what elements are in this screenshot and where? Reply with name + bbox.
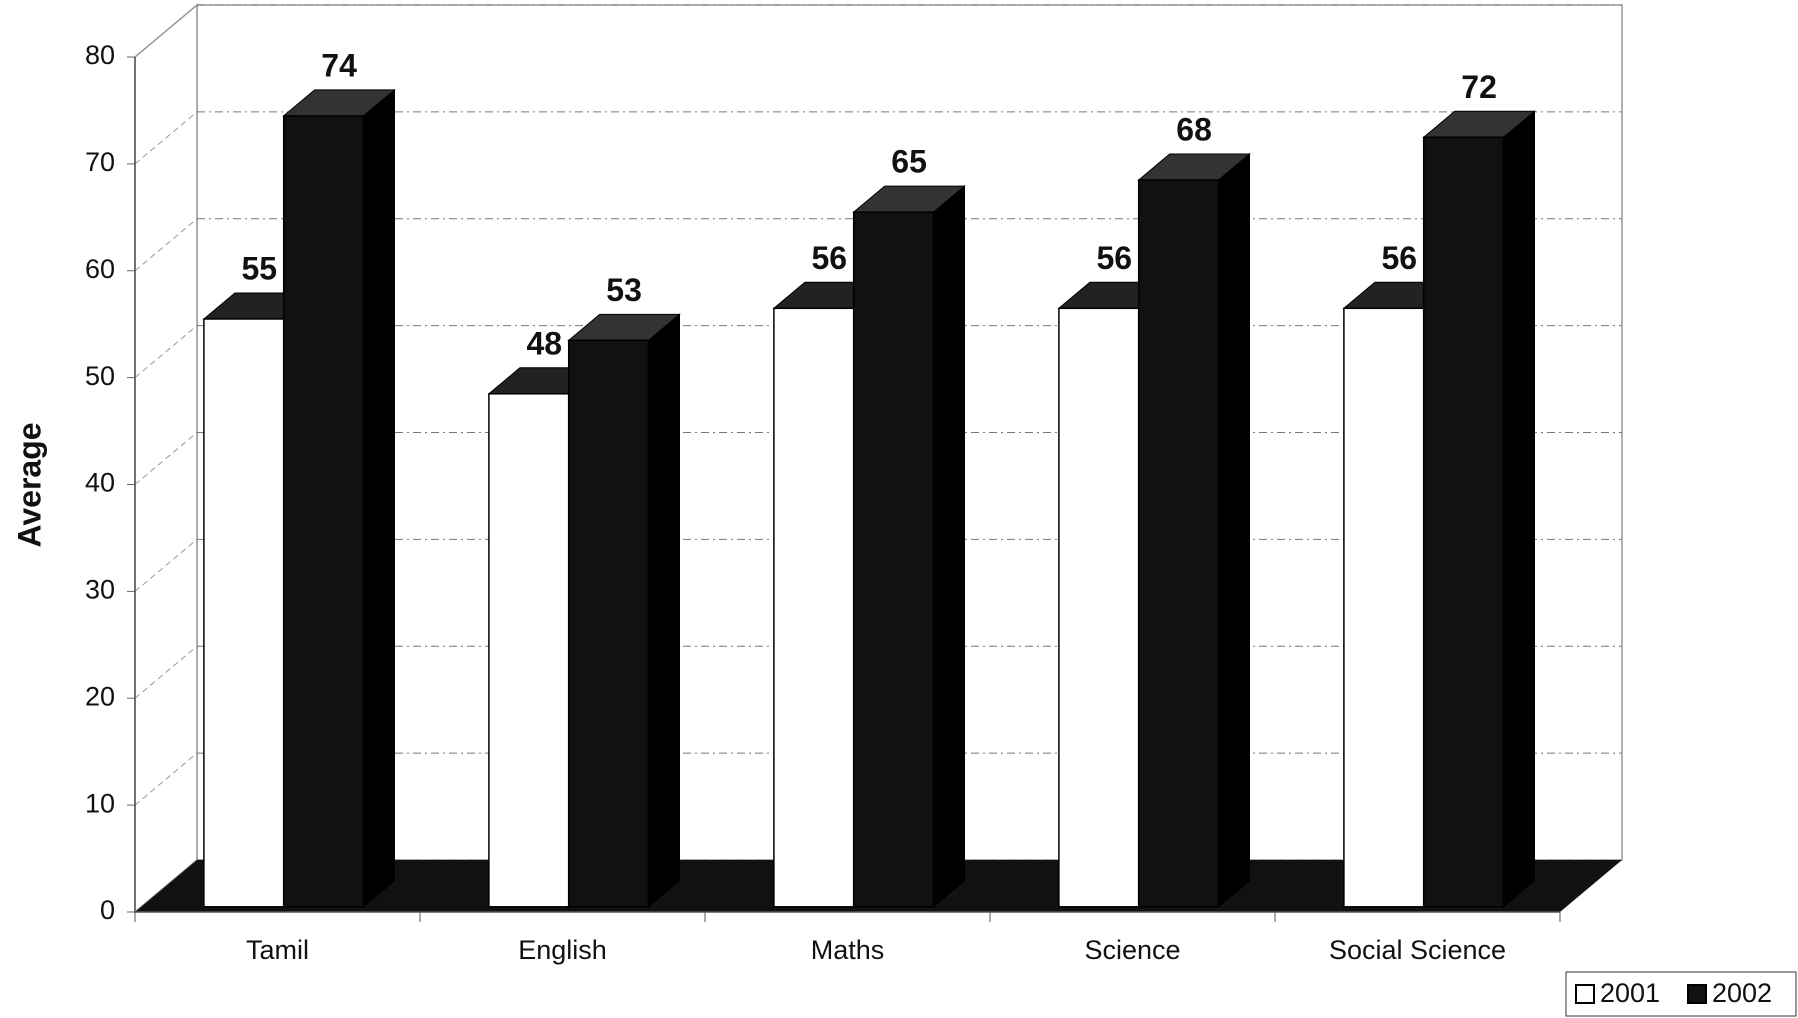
y-tick-label: 80 <box>85 40 115 70</box>
value-label: 72 <box>1461 69 1497 105</box>
y-tick-label: 10 <box>85 788 115 818</box>
y-axis-label: Average <box>11 422 47 547</box>
grid-line <box>134 218 198 272</box>
value-label: 53 <box>606 272 642 308</box>
value-label: 56 <box>1097 240 1133 276</box>
bar <box>567 339 650 908</box>
bar-side <box>648 313 680 908</box>
value-label: 56 <box>1382 240 1418 276</box>
grid-line <box>134 111 198 165</box>
grid-line <box>134 538 198 592</box>
value-label: 74 <box>321 47 357 83</box>
x-tick-label: Science <box>1084 935 1180 965</box>
grid-line <box>134 752 198 806</box>
y-tick-label: 40 <box>85 468 115 498</box>
bar <box>1422 136 1505 908</box>
grid-line <box>134 645 198 699</box>
bar <box>282 115 365 908</box>
bar-side <box>1218 152 1250 908</box>
y-tick-label: 20 <box>85 681 115 711</box>
y-tick-label: 60 <box>85 254 115 284</box>
value-label: 55 <box>242 250 278 286</box>
bar-side <box>363 88 395 908</box>
grid-line <box>134 4 198 58</box>
legend-swatch <box>1575 984 1595 1004</box>
value-label: 48 <box>527 325 563 361</box>
y-tick-label: 70 <box>85 147 115 177</box>
grid-line <box>134 432 198 485</box>
value-label: 56 <box>812 240 848 276</box>
legend-label: 2001 <box>1600 978 1660 1008</box>
bar <box>1343 307 1425 908</box>
grid-line <box>134 325 198 379</box>
value-label: 68 <box>1176 112 1212 148</box>
y-tick-label: 0 <box>100 895 115 925</box>
bar <box>203 318 285 908</box>
bar <box>773 307 855 908</box>
bar-side <box>933 185 965 908</box>
y-tick-label: 30 <box>85 575 115 605</box>
bar <box>1137 179 1220 908</box>
legend-label: 2002 <box>1712 978 1772 1008</box>
x-tick-label: Social Science <box>1329 935 1506 965</box>
bar-side <box>1503 110 1535 908</box>
x-tick-label: Maths <box>811 935 885 965</box>
legend-swatch <box>1687 984 1707 1004</box>
y-tick-label: 50 <box>85 361 115 391</box>
bar <box>488 393 570 908</box>
bar <box>1058 307 1140 908</box>
value-label: 65 <box>891 144 927 180</box>
bar <box>852 211 935 908</box>
legend-box <box>1565 971 1797 1017</box>
x-tick-label: Tamil <box>246 935 309 965</box>
x-tick-label: English <box>518 935 607 965</box>
